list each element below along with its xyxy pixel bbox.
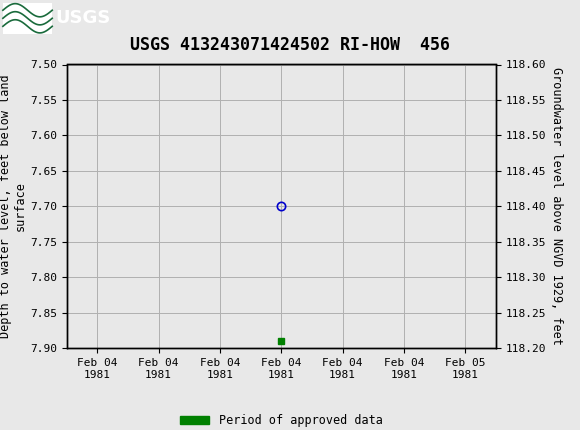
- Legend: Period of approved data: Period of approved data: [175, 409, 387, 430]
- FancyBboxPatch shape: [3, 3, 52, 34]
- Text: USGS 413243071424502 RI-HOW  456: USGS 413243071424502 RI-HOW 456: [130, 36, 450, 54]
- Y-axis label: Groundwater level above NGVD 1929, feet: Groundwater level above NGVD 1929, feet: [550, 68, 563, 345]
- Y-axis label: Depth to water level, feet below land
surface: Depth to water level, feet below land su…: [0, 74, 27, 338]
- Text: USGS: USGS: [55, 9, 110, 27]
